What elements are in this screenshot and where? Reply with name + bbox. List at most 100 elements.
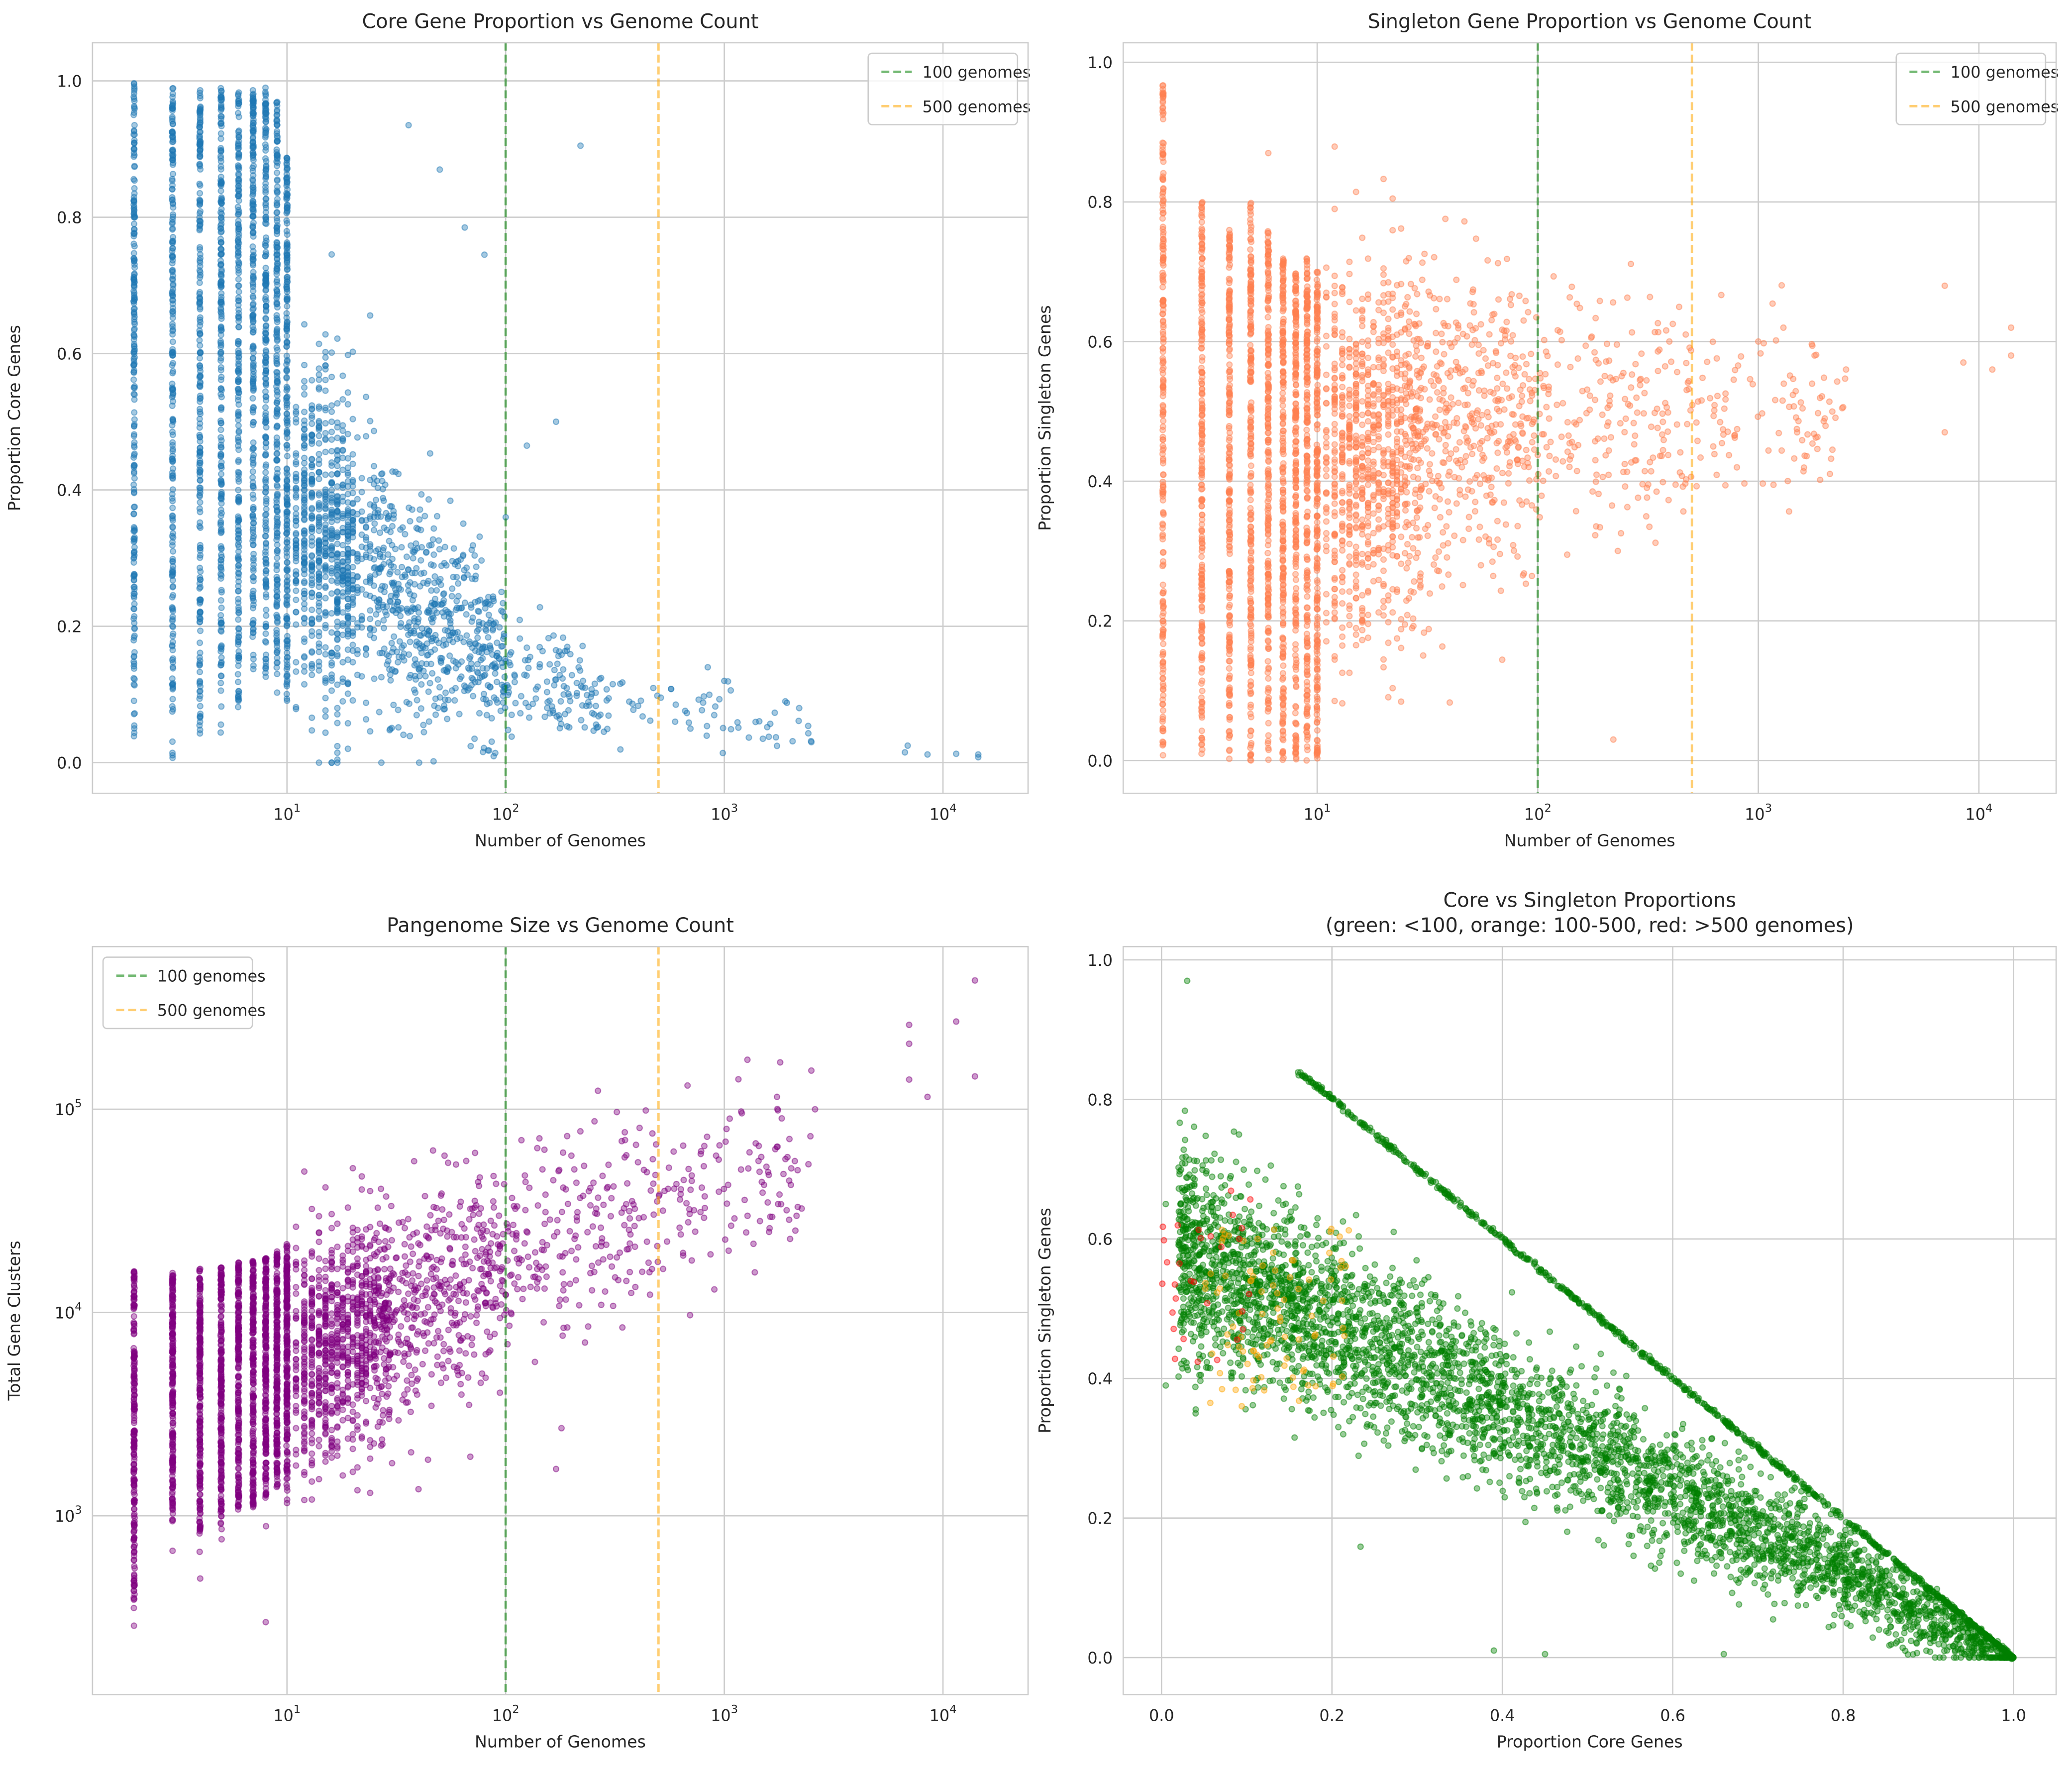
data-point: [429, 638, 435, 644]
data-point: [334, 682, 340, 687]
data-point: [131, 256, 136, 261]
data-point: [363, 524, 369, 529]
data-point: [251, 387, 256, 392]
data-point: [170, 470, 175, 475]
data-point: [170, 696, 176, 702]
data-point: [460, 552, 466, 558]
data-point: [1199, 688, 1205, 694]
data-point: [355, 585, 360, 590]
data-point: [250, 302, 256, 308]
data-point: [285, 359, 290, 364]
data-point: [274, 287, 279, 293]
data-point: [1280, 267, 1286, 273]
data-point: [1265, 706, 1271, 711]
data-point: [478, 657, 484, 663]
data-point: [170, 657, 175, 663]
data-point: [345, 470, 351, 476]
data-point: [428, 562, 434, 567]
data-point: [218, 420, 223, 425]
data-point: [393, 610, 399, 616]
data-point: [302, 385, 307, 390]
data-point: [345, 390, 351, 395]
data-point: [334, 551, 340, 556]
data-point: [334, 712, 340, 717]
data-point: [1248, 679, 1253, 684]
data-point: [1226, 450, 1232, 456]
data-point: [236, 479, 241, 484]
data-point: [323, 472, 328, 477]
data-point: [490, 662, 495, 668]
data-point: [735, 720, 740, 725]
data-point: [1160, 533, 1165, 539]
data-point: [1280, 300, 1286, 305]
data-point: [1199, 346, 1204, 351]
y-axis-label: Proportion Singleton Genes: [1035, 305, 1054, 531]
data-point: [380, 495, 386, 501]
data-point: [274, 122, 280, 127]
data-point: [285, 544, 290, 550]
data-point: [263, 85, 268, 91]
data-point: [766, 734, 771, 739]
data-point: [350, 501, 355, 507]
data-point: [263, 533, 268, 539]
data-point: [323, 584, 328, 589]
data-point: [198, 349, 203, 355]
data-point: [236, 209, 242, 215]
data-point: [323, 514, 328, 519]
data-point: [302, 682, 307, 687]
data-point: [218, 291, 224, 296]
data-point: [263, 520, 268, 525]
data-point: [537, 644, 542, 650]
y-tick-label: 0.6: [57, 345, 82, 364]
data-point: [551, 682, 557, 688]
data-point: [496, 656, 502, 661]
data-point: [218, 365, 224, 370]
data-point: [407, 701, 412, 707]
data-point: [1199, 365, 1204, 371]
data-point: [218, 350, 223, 355]
data-point: [334, 705, 340, 711]
data-point: [170, 234, 176, 240]
data-point: [251, 419, 256, 425]
data-point: [293, 588, 299, 594]
data-point: [334, 510, 340, 515]
data-point: [1281, 379, 1286, 385]
data-point: [415, 526, 420, 532]
data-point: [263, 571, 269, 576]
data-point: [170, 260, 175, 266]
data-point: [236, 198, 242, 204]
data-point: [1227, 362, 1232, 367]
data-point: [170, 86, 175, 91]
data-point: [284, 584, 290, 589]
data-point: [1281, 592, 1286, 597]
data-point: [218, 274, 224, 279]
data-point: [131, 391, 136, 397]
data-point: [197, 616, 203, 622]
data-point: [430, 537, 436, 542]
x-tick-label: 101: [1304, 802, 1331, 824]
data-point: [488, 645, 493, 650]
data-point: [218, 94, 224, 100]
data-point: [274, 600, 280, 605]
data-point: [1280, 635, 1286, 641]
data-point: [1280, 689, 1286, 694]
data-point: [472, 736, 477, 741]
data-point: [345, 546, 351, 551]
data-point: [480, 665, 486, 671]
data-point: [1265, 370, 1270, 376]
data-point: [170, 225, 175, 231]
data-point: [522, 657, 528, 663]
data-point: [329, 526, 334, 532]
y-tick-label: 0.6: [1087, 332, 1113, 351]
data-point: [469, 547, 474, 553]
data-point: [1248, 285, 1253, 290]
data-point: [284, 442, 290, 448]
data-point: [363, 537, 369, 542]
data-point: [433, 712, 438, 718]
data-point: [1248, 714, 1254, 720]
data-point: [285, 279, 290, 284]
data-point: [437, 546, 442, 552]
data-point: [1160, 83, 1166, 88]
data-point: [236, 607, 241, 613]
data-point: [274, 497, 279, 503]
